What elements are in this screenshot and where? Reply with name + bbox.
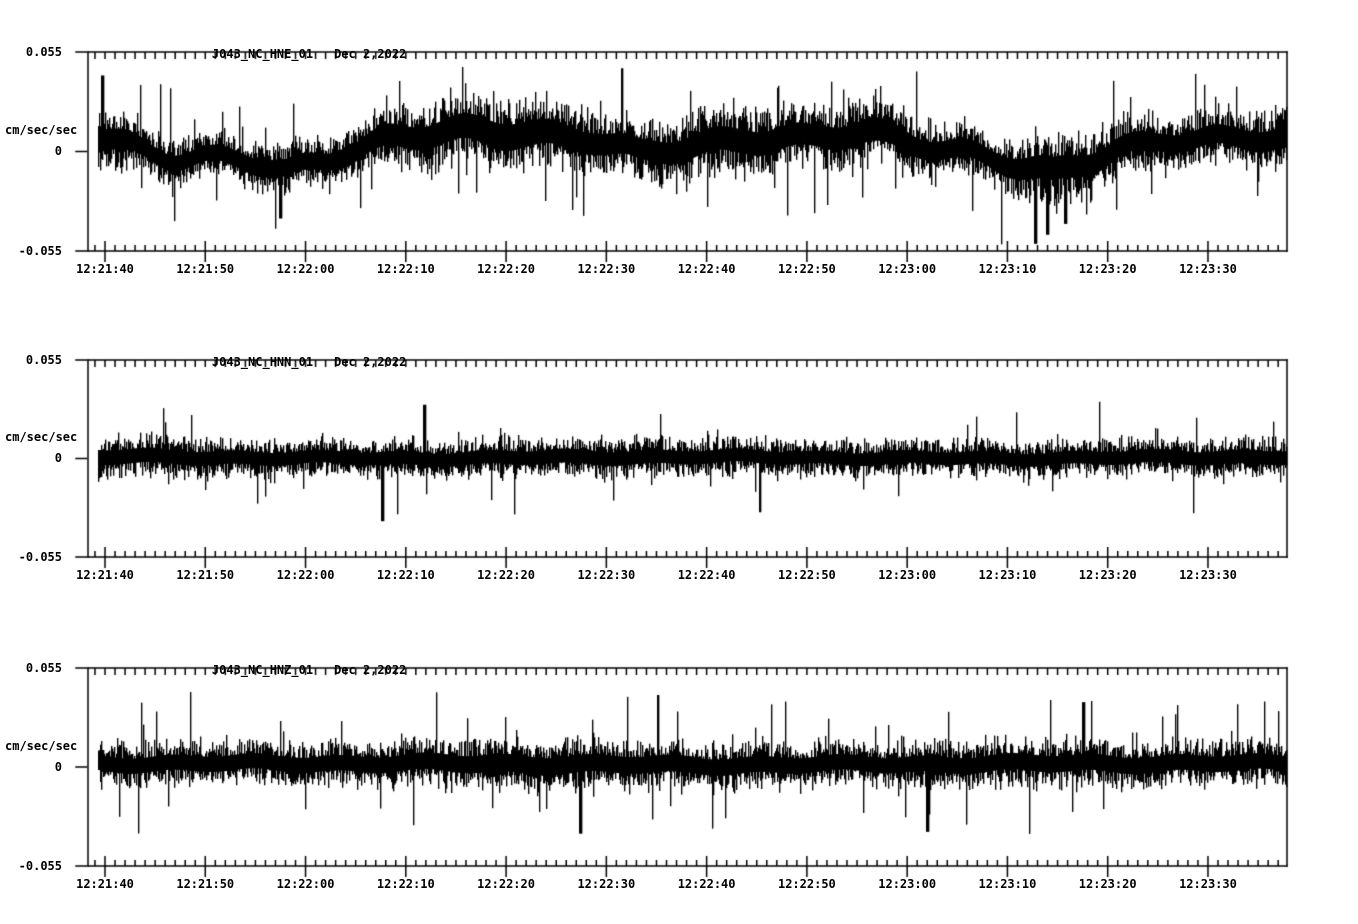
x-tick-label: 12:23:10 — [978, 262, 1037, 276]
station-channel-label: J043_NC_HNN_01 — [211, 355, 314, 369]
x-tick-label: 12:22:10 — [376, 568, 435, 582]
x-tick-label: 12:23:20 — [1078, 568, 1137, 582]
y-axis-units: cm/sec/sec — [5, 739, 78, 753]
x-tick-label: 12:22:50 — [777, 877, 836, 891]
y-tick-label: -0.055 — [18, 859, 62, 873]
date-label: Dec 2,2022 — [334, 47, 407, 61]
x-tick-label: 12:23:20 — [1078, 262, 1137, 276]
x-tick-label: 12:22:20 — [477, 568, 535, 582]
x-tick-label: 12:21:40 — [76, 568, 134, 582]
x-tick-label: 12:21:50 — [176, 877, 235, 891]
date-label: Dec 2,2022 — [334, 355, 407, 369]
x-tick-label: 12:22:10 — [376, 262, 435, 276]
x-tick-label: 12:23:30 — [1179, 877, 1237, 891]
x-tick-label: 12:22:40 — [677, 262, 736, 276]
x-tick-label: 12:21:40 — [76, 262, 134, 276]
x-tick-label: 12:22:40 — [677, 568, 736, 582]
station-channel-label: J043_NC_HNE_01 — [211, 47, 314, 61]
x-tick-label: 12:23:30 — [1179, 262, 1237, 276]
x-tick-label: 12:23:30 — [1179, 568, 1237, 582]
x-tick-label: 12:23:00 — [878, 262, 937, 276]
y-axis-units: cm/sec/sec — [5, 430, 78, 444]
y-tick-label: 0.055 — [25, 353, 62, 367]
y-tick-label: -0.055 — [18, 550, 62, 564]
x-tick-label: 12:22:30 — [577, 877, 636, 891]
y-tick-label: -0.055 — [18, 244, 62, 258]
x-tick-label: 12:22:50 — [777, 568, 836, 582]
x-tick-label: 12:22:00 — [276, 262, 335, 276]
date-label: Dec 2,2022 — [334, 663, 407, 677]
y-tick-label: 0 — [54, 760, 62, 774]
x-tick-label: 12:21:50 — [176, 568, 235, 582]
x-tick-label: 12:22:30 — [577, 568, 636, 582]
x-tick-label: 12:21:40 — [76, 877, 134, 891]
x-tick-label: 12:23:00 — [878, 568, 937, 582]
y-tick-label: 0.055 — [25, 661, 62, 675]
x-tick-label: 12:22:20 — [477, 262, 535, 276]
y-tick-label: 0 — [54, 451, 62, 465]
panel-title-hne: J043_NC_HNE_01 Dec 2,2022 — [183, 33, 406, 61]
y-tick-label: 0.055 — [25, 45, 62, 59]
x-tick-label: 12:23:10 — [978, 568, 1037, 582]
panel-title-hnz: J043_NC_HNZ_01 Dec 2,2022 — [183, 649, 406, 677]
x-tick-label: 12:23:10 — [978, 877, 1037, 891]
x-tick-label: 12:21:50 — [176, 262, 235, 276]
x-tick-label: 12:22:30 — [577, 262, 636, 276]
x-tick-label: 12:22:10 — [376, 877, 435, 891]
x-tick-label: 12:22:50 — [777, 262, 836, 276]
y-axis-units: cm/sec/sec — [5, 123, 78, 137]
station-channel-label: J043_NC_HNZ_01 — [211, 663, 314, 677]
x-tick-label: 12:22:00 — [276, 877, 335, 891]
x-tick-label: 12:23:00 — [878, 877, 937, 891]
panel-title-hnn: J043_NC_HNN_01 Dec 2,2022 — [183, 341, 406, 369]
x-tick-label: 12:22:20 — [477, 877, 535, 891]
x-tick-label: 12:22:00 — [276, 568, 335, 582]
x-tick-label: 12:22:40 — [677, 877, 736, 891]
y-tick-label: 0 — [54, 144, 62, 158]
x-tick-label: 12:23:20 — [1078, 877, 1137, 891]
